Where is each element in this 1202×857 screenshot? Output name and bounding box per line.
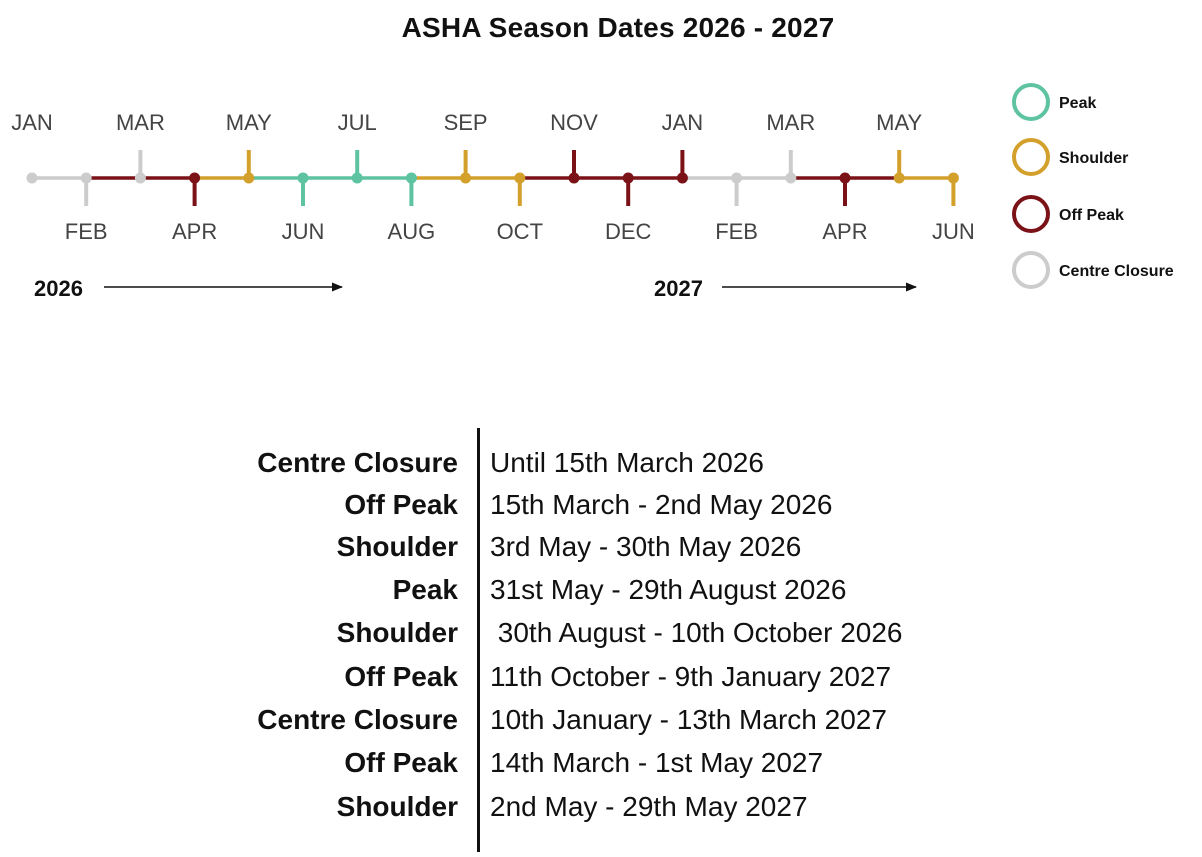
year-label: 2026	[34, 276, 83, 301]
season-dates: Until 15th March 2026	[490, 447, 764, 478]
table-divider	[477, 428, 480, 852]
season-name: Off Peak	[344, 661, 458, 692]
month-label: FEB	[715, 219, 758, 244]
month-dot	[297, 172, 309, 184]
season-name: Centre Closure	[257, 447, 458, 478]
season-dates: 2nd May - 29th May 2027	[490, 791, 808, 822]
month-label: APR	[172, 219, 217, 244]
month-label: APR	[822, 219, 867, 244]
legend-label-closure: Centre Closure	[1059, 263, 1174, 280]
month-dot	[189, 172, 201, 184]
schedule-row: Shoulder 2nd May - 29th May 2027	[0, 787, 1202, 827]
month-label: MAR	[766, 110, 815, 135]
month-dot	[947, 172, 959, 184]
month-dot	[134, 172, 146, 184]
season-name: Off Peak	[344, 747, 458, 778]
month-label: JAN	[11, 110, 53, 135]
month-dot	[839, 172, 851, 184]
schedule-row: Off Peak 11th October - 9th January 2027	[0, 657, 1202, 697]
legend-label-peak: Peak	[1059, 95, 1096, 112]
legend-swatch-offpeak	[1012, 195, 1050, 233]
month-label: JAN	[662, 110, 704, 135]
month-dot	[568, 172, 580, 184]
month-label: JUL	[338, 110, 377, 135]
month-label: NOV	[550, 110, 598, 135]
month-label: SEP	[444, 110, 488, 135]
season-dates: 30th August - 10th October 2026	[490, 617, 903, 648]
season-name: Centre Closure	[257, 704, 458, 735]
season-dates: 3rd May - 30th May 2026	[490, 531, 802, 562]
season-timeline: JAN FEB MAR APR MAY JUN JUL AUG SEP OCT NOV DEC JAN F…	[11, 83, 1174, 301]
month-label: AUG	[388, 219, 436, 244]
schedule-row: Off Peak 14th March - 1st May 2027	[0, 743, 1202, 783]
legend-label-offpeak: Off Peak	[1059, 207, 1124, 224]
month-label: JUN	[282, 219, 325, 244]
month-dot	[460, 172, 472, 184]
schedule-row: Peak 31st May - 29th August 2026	[0, 570, 1202, 610]
month-dot	[26, 172, 38, 184]
month-label: DEC	[605, 219, 652, 244]
season-name: Shoulder	[336, 791, 458, 822]
month-label: MAY	[876, 110, 922, 135]
page-title: ASHA Season Dates 2026 - 2027	[401, 12, 835, 43]
month-dot	[622, 172, 634, 184]
season-dates: 14th March - 1st May 2027	[490, 747, 824, 778]
month-dot	[676, 172, 688, 184]
month-label: OCT	[497, 219, 543, 244]
month-label: MAR	[116, 110, 165, 135]
month-dot	[80, 172, 92, 184]
legend-label-shoulder: Shoulder	[1059, 150, 1128, 167]
schedule-row: Centre Closure 10th January - 13th March …	[0, 700, 1202, 740]
month-label: FEB	[65, 219, 108, 244]
year-label: 2027	[654, 276, 703, 301]
season-name: Off Peak	[344, 489, 458, 520]
month-label: JUN	[932, 219, 975, 244]
season-dates: 11th October - 9th January 2027	[490, 661, 892, 692]
schedule-row: Off Peak 15th March - 2nd May 2026	[0, 485, 1202, 525]
legend-swatch-closure	[1012, 251, 1050, 289]
month-dot	[731, 172, 743, 184]
season-dates: 31st May - 29th August 2026	[490, 574, 847, 605]
legend-swatch-peak	[1012, 83, 1050, 121]
month-dot	[405, 172, 417, 184]
season-dates: 15th March - 2nd May 2026	[490, 489, 833, 520]
season-dates: 10th January - 13th March 2027	[490, 704, 887, 735]
schedule-row: Shoulder 3rd May - 30th May 2026	[0, 527, 1202, 567]
season-name: Shoulder	[336, 617, 458, 648]
month-dot	[243, 172, 255, 184]
month-dot	[514, 172, 526, 184]
month-dot	[785, 172, 797, 184]
season-name: Shoulder	[336, 531, 458, 562]
month-label: MAY	[226, 110, 272, 135]
schedule-row: Shoulder 30th August - 10th October 2026	[0, 613, 1202, 653]
schedule-row: Centre Closure Until 15th March 2026	[0, 443, 1202, 483]
legend-swatch-shoulder	[1012, 138, 1050, 176]
month-dot	[351, 172, 363, 184]
month-dot	[893, 172, 905, 184]
season-name: Peak	[392, 574, 458, 605]
